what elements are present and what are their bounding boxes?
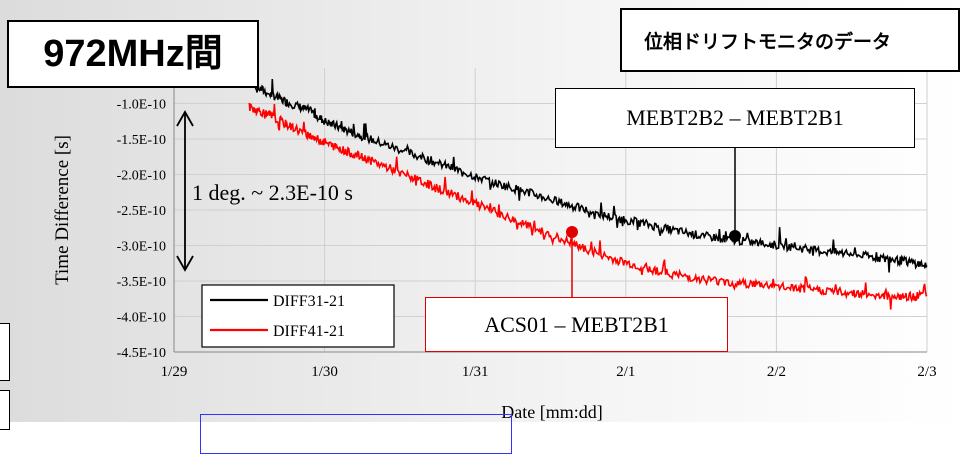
y-tick-label: -1.5E-10 [117, 133, 166, 148]
y-tick-label: -3.5E-10 [117, 275, 166, 290]
phase-note: 1 deg. ~ 2.3E-10 s [192, 180, 353, 205]
series-line [248, 78, 928, 273]
y-tick-labels: -1.0E-10 -1.5E-10 -2.0E-10 -2.5E-10 -3.0E-10… [117, 98, 166, 362]
series-line [248, 102, 928, 310]
y-tick-label: -4.0E-10 [117, 311, 166, 326]
red-label-pointer [566, 226, 578, 297]
x-tick-labels: 1/29 1/30 1/31 2/1 2/2 2/3 [161, 364, 937, 380]
x-tick-label: 1/30 [311, 364, 338, 380]
x-tick-label: 2/3 [917, 364, 936, 380]
time-difference-chart: -1.0E-10 -1.5E-10 -2.0E-10 -2.5E-10 -3.0E-10… [52, 68, 937, 422]
slide-title-box: 位相ドリフトモニタのデータ [620, 8, 960, 72]
frequency-badge: 972MHz間 [7, 20, 259, 88]
y-axis-label: Time Difference [s] [52, 135, 73, 285]
x-axis-label: Date [mm:dd] [501, 402, 602, 422]
y-tick-label: -1.0E-10 [117, 98, 166, 113]
x-tick-label: 1/29 [161, 364, 188, 380]
legend-entry: DIFF31-21 [273, 293, 345, 310]
x-tick-label: 2/2 [767, 364, 786, 380]
red-series-label: ACS01 – MEBT2B1 [425, 297, 728, 352]
y-tick-label: -2.5E-10 [117, 204, 166, 219]
black-series-label: MEBT2B2 – MEBT2B1 [555, 88, 915, 148]
x-tick-label: 2/1 [616, 364, 635, 380]
y-tick-label: -4.5E-10 [117, 346, 166, 361]
legend-entry: DIFF41-21 [273, 323, 345, 340]
x-tick-label: 1/31 [462, 364, 489, 380]
left-edge-box [0, 390, 10, 430]
y-tick-label: -2.0E-10 [117, 169, 166, 184]
chart-series [248, 78, 928, 310]
y-tick-label: -3.0E-10 [117, 240, 166, 255]
chart-axes [173, 68, 927, 353]
double-arrow-icon [176, 110, 194, 272]
left-edge-box [0, 323, 10, 381]
chart-legend: DIFF31-21 DIFF41-21 [201, 284, 395, 348]
blue-frame [200, 414, 512, 454]
black-label-pointer [729, 148, 741, 242]
